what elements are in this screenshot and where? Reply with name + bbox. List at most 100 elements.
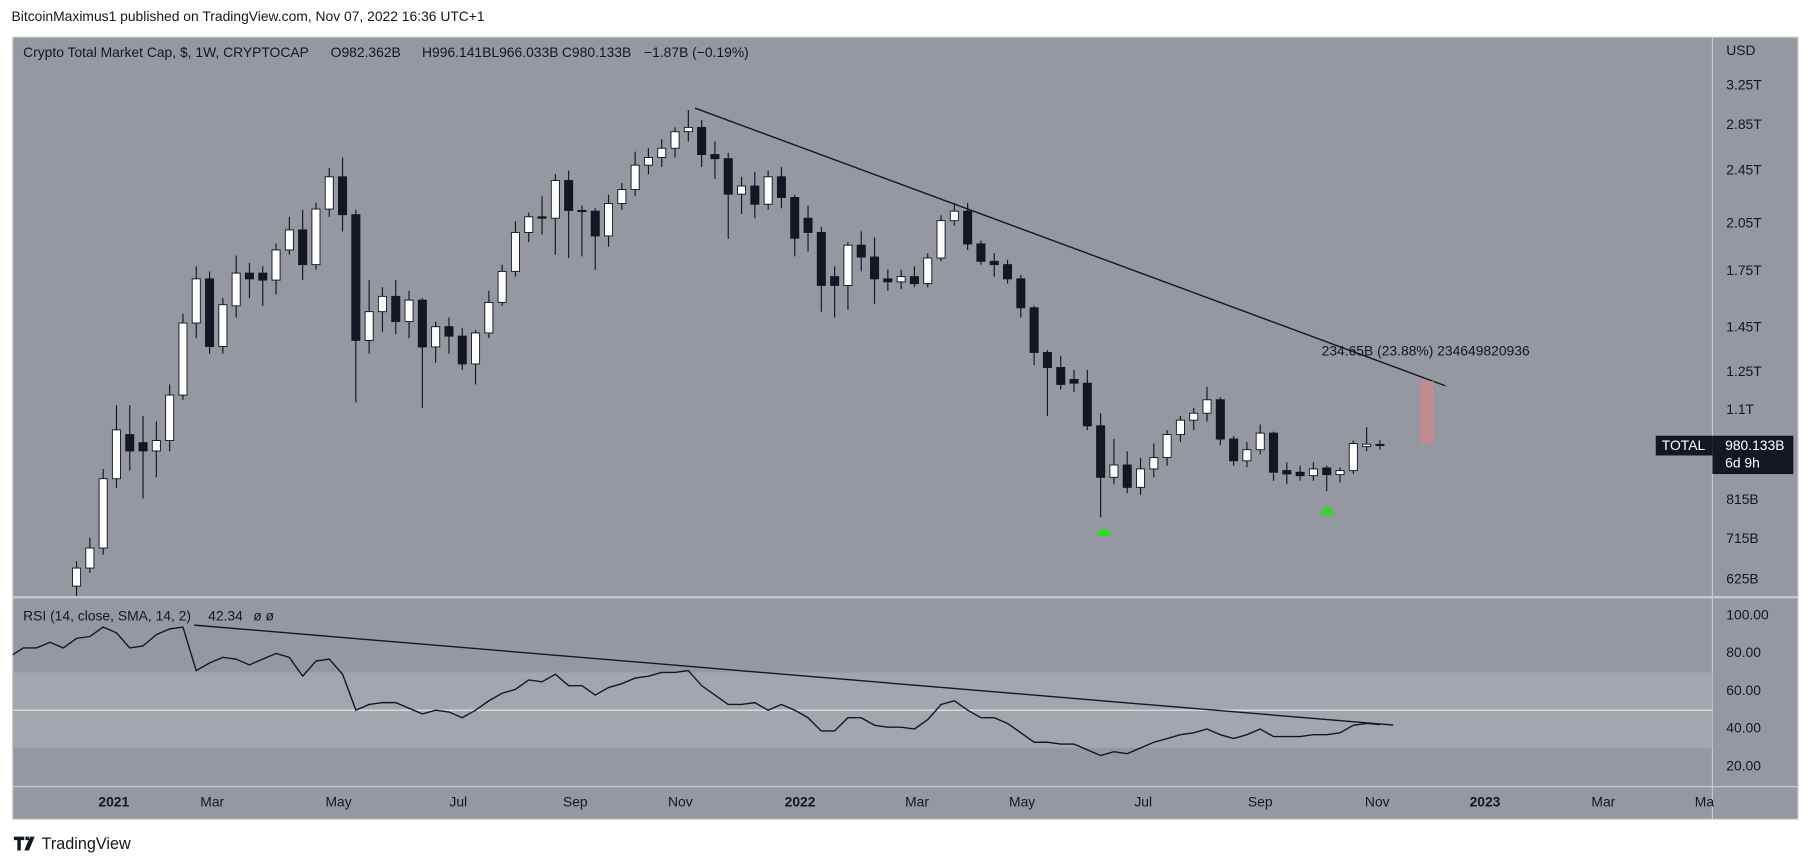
x-tick-label: Ma [1695, 794, 1715, 810]
candle-body [391, 295, 401, 323]
x-tick-label: Sep [1248, 794, 1273, 810]
candle-body [923, 257, 933, 285]
candle-body [218, 304, 228, 347]
candle-body [643, 157, 653, 166]
candle-body [750, 185, 760, 205]
trend-line [694, 107, 1446, 387]
candle-body [1029, 307, 1039, 353]
candle-body [1348, 443, 1358, 472]
candle-body [949, 210, 959, 222]
candle-body [1189, 412, 1199, 421]
rsi-extra: ø ø [253, 608, 274, 624]
x-tick-label: Jul [1134, 794, 1152, 810]
candle-body [550, 180, 560, 219]
candle-body [324, 176, 334, 210]
candle-body [1096, 425, 1106, 478]
candle-body [524, 216, 534, 233]
candle-body [936, 220, 946, 259]
candle-body [843, 244, 853, 286]
candle-body [856, 244, 866, 258]
candle-body [537, 216, 547, 219]
candle-body [377, 295, 387, 313]
candle-body [1042, 352, 1052, 368]
candle-body [816, 231, 826, 286]
candle-body [630, 164, 640, 191]
candle-body [1069, 379, 1079, 384]
candle-body [963, 210, 973, 245]
measure-box [1419, 381, 1434, 444]
y-tick-label: 2.85T [1726, 116, 1762, 132]
ohlc-label: L966.033B [491, 44, 558, 60]
candle-body [484, 301, 494, 334]
x-tick-label: Mar [200, 794, 224, 810]
y-tick-label: 20.00 [1726, 757, 1761, 773]
candle-body [670, 131, 680, 149]
candle-body [1136, 468, 1146, 488]
candle-body [85, 547, 95, 569]
candle-body [457, 335, 467, 365]
y-tick-label: 1.25T [1726, 363, 1762, 379]
candle-body [1375, 443, 1385, 446]
x-tick-label: Nov [1365, 794, 1390, 810]
y-tick-label: 40.00 [1726, 720, 1761, 736]
price-tag-label: 980.133B [1725, 437, 1784, 453]
candle-body [165, 394, 175, 442]
candle-body [111, 429, 121, 480]
ohlc-label: O982.362B [331, 44, 401, 60]
signal-arrow [1096, 526, 1113, 536]
candle-body [896, 276, 906, 283]
y-tick-label: 3.25T [1726, 77, 1762, 93]
candle-body [564, 180, 574, 211]
candle-body [311, 208, 321, 266]
y-tick-label: 1.1T [1726, 401, 1754, 417]
candle-body [989, 260, 999, 266]
byline: BitcoinMaximus1 published on TradingView… [12, 8, 485, 24]
symbol-title: Crypto Total Market Cap, $, 1W, CRYPTOCA… [23, 44, 309, 60]
candle-body [590, 210, 600, 237]
rsi-value: 42.34 [208, 608, 243, 624]
candle-body [431, 326, 441, 348]
candle-body [258, 272, 268, 281]
candle-body [723, 158, 733, 195]
candle-body [604, 203, 614, 237]
y-tick-label: 2.45T [1726, 161, 1762, 177]
candle-body [1082, 382, 1092, 427]
y-tick-label: 625B [1726, 570, 1758, 586]
candle-body [417, 299, 427, 348]
price-tag [1712, 435, 1794, 475]
candle-body [909, 276, 919, 285]
x-tick-label: May [1009, 794, 1035, 810]
candle-body [710, 154, 720, 160]
candle-body [1162, 434, 1172, 459]
candle-body [697, 126, 707, 156]
rsi-pane [12, 624, 1713, 757]
candle-body [510, 231, 520, 272]
candle-body [737, 185, 747, 195]
candle-body [1003, 264, 1013, 280]
candle-body [763, 176, 773, 205]
x-tick-label: 2021 [98, 794, 129, 810]
price-pane [72, 107, 1446, 597]
candle-body [497, 270, 507, 303]
y-tick-label: 80.00 [1726, 644, 1761, 660]
candle-body [151, 440, 161, 452]
candle-body [404, 299, 414, 323]
candle-body [617, 189, 627, 205]
candle-body [803, 217, 813, 233]
x-tick-label: Sep [563, 794, 588, 810]
y-tick-label: 2.05T [1726, 215, 1762, 231]
candle-body [1255, 432, 1265, 451]
trend-line [194, 624, 1394, 726]
candle-body [231, 272, 241, 307]
measure-label: 234.65B (23.88%) 234649820936 [1322, 343, 1530, 359]
rsi-title: RSI (14, close, SMA, 14, 2) [23, 608, 191, 624]
x-tick-label: May [325, 794, 351, 810]
candle-body [1109, 464, 1119, 478]
y-tick-label: 715B [1726, 530, 1758, 546]
symbol-tag-label: TOTAL [1662, 437, 1706, 453]
candle-body [1056, 366, 1066, 385]
candle-body [976, 243, 986, 262]
candle-body [98, 478, 108, 549]
